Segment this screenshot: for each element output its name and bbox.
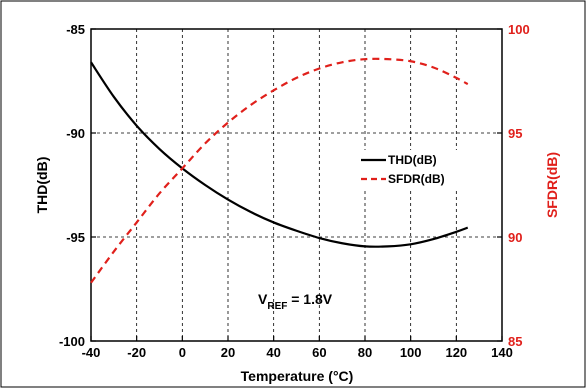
x-tick-label: 100 (400, 345, 422, 360)
legend-box (355, 150, 466, 188)
tick-labels: -40 -20 0 20 40 60 80 100 120 140 -85 -90 -95 -100 100… (59, 22, 530, 360)
ticks (90, 28, 503, 342)
x-tick-label: 80 (358, 345, 372, 360)
series-lines (90, 57, 469, 284)
y-axis-title-right: SFDR(dB) (544, 152, 560, 218)
y-left-tick-label: -85 (66, 22, 85, 37)
x-tick-label: 40 (266, 345, 280, 360)
x-tick-label: 140 (491, 345, 513, 360)
plot-area (90, 28, 503, 342)
vref-annotation: VREF = 1.8V (258, 291, 333, 312)
sfdr-series-line (90, 57, 469, 284)
x-tick-label: 60 (312, 345, 326, 360)
thd-series-line (90, 61, 469, 248)
y-left-tick-label: -100 (59, 334, 85, 349)
y-right-tick-label: 85 (508, 334, 522, 349)
x-tick-label: 20 (221, 345, 235, 360)
x-tick-label: -40 (82, 345, 101, 360)
y-right-tick-label: 95 (508, 126, 522, 141)
y-right-tick-label: 90 (508, 230, 522, 245)
x-axis-title: Temperature (°C) (241, 368, 354, 384)
x-tick-label: -20 (127, 345, 146, 360)
y-axis-title-left: THD(dB) (34, 157, 50, 214)
y-left-tick-label: -95 (66, 230, 85, 245)
x-tick-label: 120 (445, 345, 467, 360)
legend-sfdr-label: SFDR(dB) (388, 172, 445, 186)
legend: THD(dB) SFDR(dB) (355, 150, 466, 188)
y-left-tick-label: -90 (66, 126, 85, 141)
x-tick-label: 0 (179, 345, 186, 360)
legend-thd-label: THD(dB) (388, 153, 437, 167)
y-right-tick-label: 100 (508, 22, 530, 37)
